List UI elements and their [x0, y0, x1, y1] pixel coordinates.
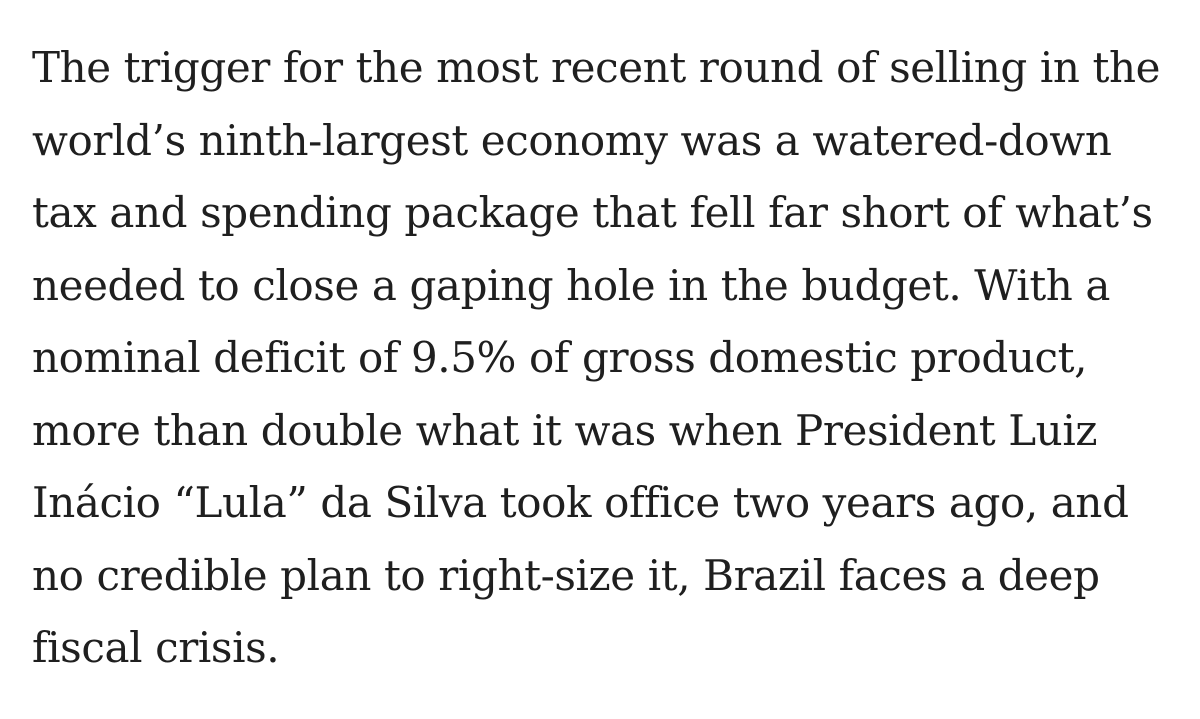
- paragraph-line: fiscal crisis.: [32, 623, 280, 672]
- paragraph-line: no credible plan to right-size it, Brazi…: [32, 550, 1100, 600]
- article-paragraph: The trigger for the most recent round of…: [32, 32, 1182, 685]
- paragraph-line: more than double what it was when Presid…: [32, 405, 1098, 455]
- paragraph-line: world’s ninth-largest economy was a wate…: [32, 115, 1112, 165]
- paragraph-line: needed to close a gaping hole in the bud…: [32, 260, 1111, 310]
- paragraph-line: The trigger for the most recent round of…: [32, 43, 1161, 92]
- paragraph-line: tax and spending package that fell far s…: [32, 188, 1153, 237]
- paragraph-line: Inácio “Lula” da Silva took office two y…: [32, 478, 1129, 527]
- paragraph-line: nominal deficit of 9.5% of gross domesti…: [32, 333, 1088, 382]
